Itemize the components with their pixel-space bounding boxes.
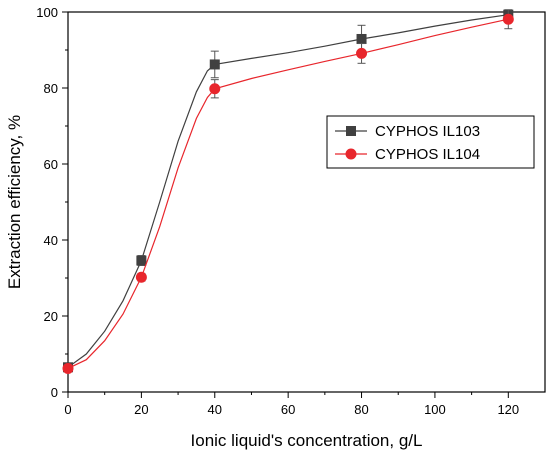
y-tick-label: 20 [44, 309, 58, 324]
data-point [135, 271, 147, 283]
y-axis: 0 20 40 60 80 100 [36, 5, 68, 400]
x-axis: 0 20 40 60 80 100 120 [64, 392, 519, 417]
data-point [502, 13, 514, 25]
x-tick-label: 120 [497, 402, 519, 417]
y-tick-label: 0 [51, 385, 58, 400]
series-group [63, 9, 514, 373]
plot-border [67, 11, 546, 393]
x-tick-label: 20 [134, 402, 148, 417]
data-point [136, 255, 147, 266]
x-tick-label: 60 [281, 402, 295, 417]
data-point [356, 33, 367, 44]
legend-label: CYPHOS IL103 [375, 123, 480, 140]
series-layer [62, 9, 514, 374]
series-line [67, 14, 509, 368]
y-tick-label: 80 [44, 81, 58, 96]
y-tick-label: 40 [44, 233, 58, 248]
data-point [356, 47, 368, 59]
plot-frame [67, 11, 546, 393]
x-tick-label: 40 [208, 402, 222, 417]
x-axis-title: Ionic liquid's concentration, g/L [191, 431, 423, 450]
y-axis-title: Extraction efficiency, % [5, 115, 24, 289]
x-tick-label: 80 [354, 402, 368, 417]
y-tick-label: 100 [36, 5, 58, 20]
legend-marker [346, 126, 356, 136]
series-group [62, 9, 514, 374]
y-tick-label: 60 [44, 157, 58, 172]
legend-marker [345, 148, 357, 160]
legend-box [326, 115, 535, 169]
x-tick-label: 0 [64, 402, 71, 417]
legend-label: CYPHOS IL104 [375, 146, 480, 163]
data-point [209, 83, 221, 95]
legend: CYPHOS IL103 CYPHOS IL104 [326, 115, 535, 169]
data-point [209, 59, 220, 70]
data-point [62, 362, 74, 374]
series-line [67, 18, 509, 369]
x-tick-label: 100 [424, 402, 446, 417]
